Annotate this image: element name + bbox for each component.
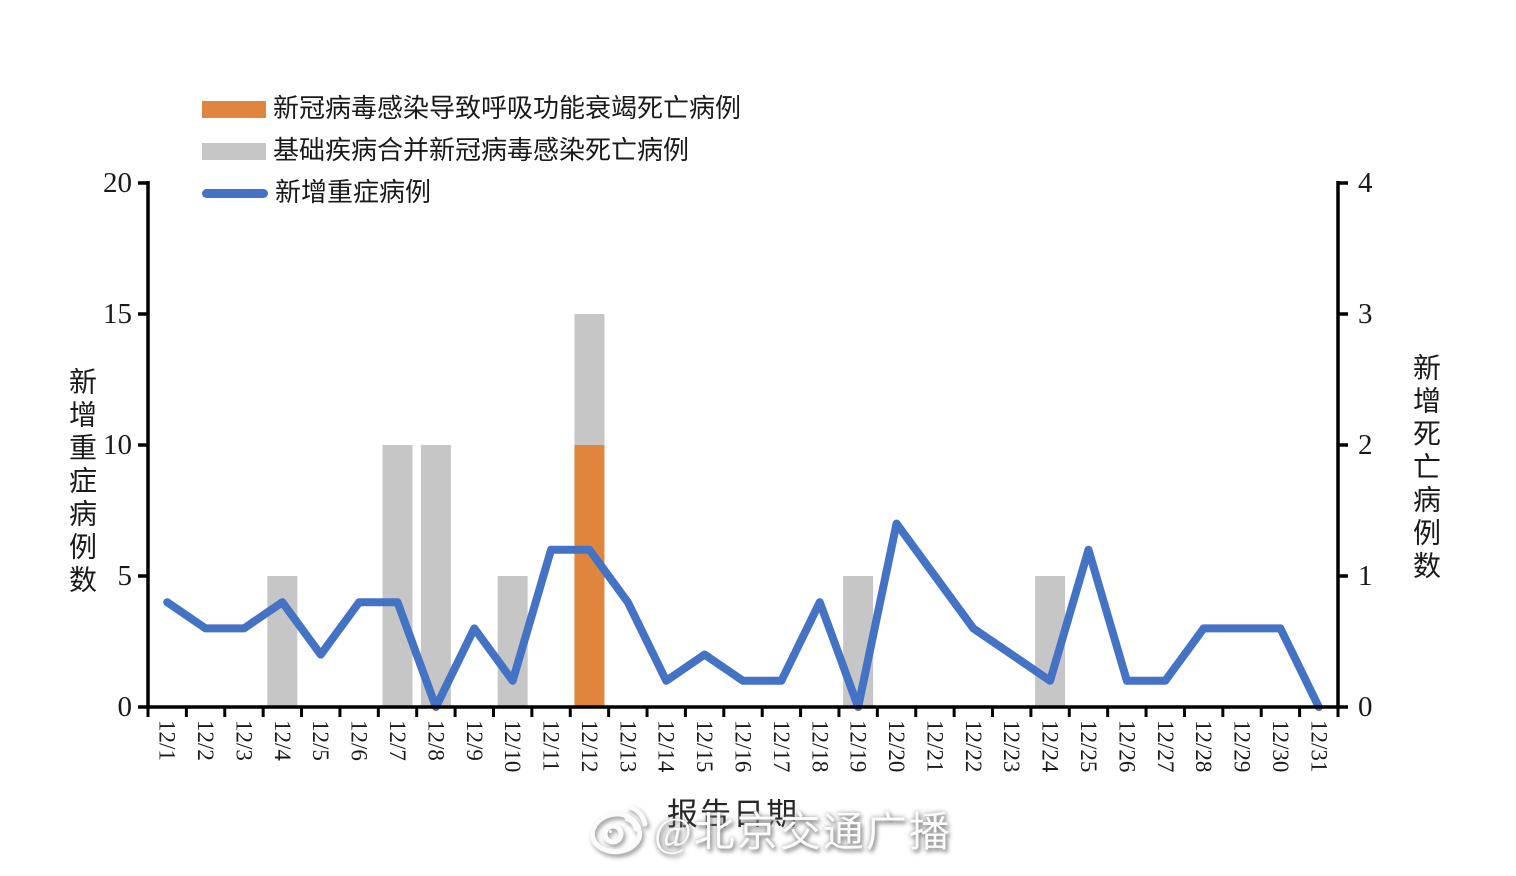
x-axis-label: 12/29 [1230,720,1255,772]
x-axis-label: 12/25 [1076,720,1101,772]
x-axis-label: 12/7 [385,720,410,761]
left-axis-tick-label: 10 [103,429,132,461]
chart-legend: 新冠病毒感染导致呼吸功能衰竭死亡病例 基础疾病合并新冠病毒感染死亡病例 新增重症… [202,96,741,222]
x-axis-label: 12/5 [308,720,333,761]
right-axis-title: 新增死亡病例数 [1409,353,1440,584]
right-axis-tick-label: 3 [1358,298,1373,330]
x-axis-label: 12/10 [500,720,525,772]
right-axis-tick-label: 1 [1358,560,1373,592]
x-axis-label: 12/2 [193,720,218,761]
x-axis-label: 12/4 [270,720,295,761]
bar-gray-12/4 [267,576,298,707]
right-axis-tick-label: 0 [1358,691,1373,723]
legend-label: 新增重症病例 [275,178,432,207]
x-axis-label: 12/21 [922,720,947,772]
left-axis-tick-label: 5 [118,560,133,592]
right-axis-tick-label: 4 [1358,167,1373,199]
x-axis-label: 12/12 [577,720,602,772]
x-axis-label: 12/27 [1153,720,1178,772]
x-axis-label: 12/26 [1114,720,1139,772]
legend-item-new-severe-cases: 新增重症病例 [202,180,741,206]
legend-swatch-gray-bar [202,142,266,160]
bar-gray-12/12 [574,314,605,445]
legend-label: 新冠病毒感染导致呼吸功能衰竭死亡病例 [273,94,742,123]
x-axis-label: 12/9 [462,720,487,761]
legend-swatch-blue-line [202,188,268,198]
weibo-icon [589,804,648,855]
left-axis-tick-label: 0 [118,691,133,723]
x-axis-label: 12/23 [999,720,1024,772]
x-axis-label: 12/20 [884,720,909,772]
x-axis-label: 12/18 [807,720,832,772]
x-axis-label: 12/17 [769,720,794,772]
x-axis-label: 12/14 [654,720,679,773]
x-axis-label: 12/1 [155,720,180,761]
x-axis-label: 12/19 [846,720,871,772]
x-axis-title: 报告日期 [667,797,799,832]
watermark-text: @北京交通广播 [654,809,952,855]
x-axis-label: 12/31 [1306,720,1331,772]
x-axis-label: 12/16 [731,720,756,772]
x-axis-label: 12/3 [231,720,256,761]
x-axis-label: 12/13 [615,720,640,772]
x-axis-label: 12/28 [1191,720,1216,772]
legend-item-underlying-disease-deaths: 基础疾病合并新冠病毒感染死亡病例 [202,138,741,164]
x-axis-label: 12/11 [539,720,564,772]
x-axis-label: 12/8 [423,720,448,761]
bar-gray-12/8 [420,445,451,707]
legend-label: 基础疾病合并新冠病毒感染死亡病例 [273,136,690,165]
right-axis-tick-label: 2 [1358,429,1373,461]
left-axis-title: 新增重症病例数 [65,367,96,598]
bar-orange-12/12 [574,445,605,707]
left-axis-tick-label: 15 [103,298,132,330]
bar-gray-12/7 [382,445,413,707]
left-axis-tick-label: 20 [103,167,132,199]
x-axis-label: 12/6 [347,720,372,761]
x-axis-label: 12/22 [961,720,986,772]
x-axis-label: 12/15 [692,720,717,772]
severe-cases-line [163,519,1323,711]
legend-item-respiratory-failure-deaths: 新冠病毒感染导致呼吸功能衰竭死亡病例 [202,96,741,122]
legend-swatch-orange-bar [202,100,266,118]
x-axis-label: 12/24 [1038,720,1063,773]
watermark: @北京交通广播 [586,798,952,858]
x-axis-label: 12/30 [1268,720,1293,772]
